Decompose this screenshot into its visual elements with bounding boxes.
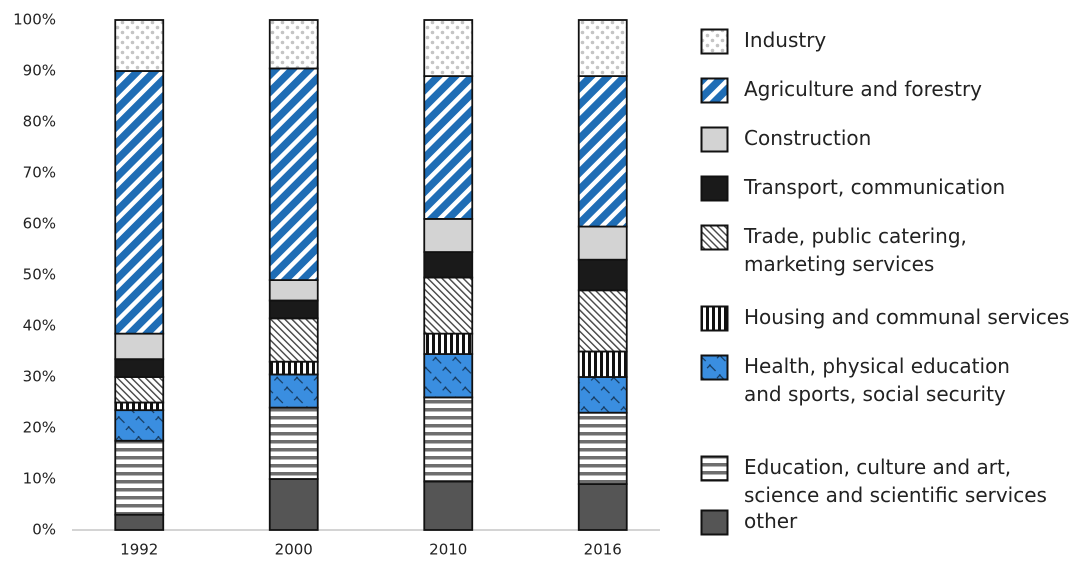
legend-swatch xyxy=(700,126,729,153)
bar-segment xyxy=(268,299,319,320)
bar-segment xyxy=(423,332,474,355)
legend-swatch-box xyxy=(700,305,729,332)
x-tick-label: 2010 xyxy=(429,541,467,559)
bar-segment xyxy=(423,19,474,77)
y-tick-label: 100% xyxy=(13,11,56,29)
bar-segment xyxy=(423,276,474,335)
y-tick-label: 30% xyxy=(23,368,56,386)
legend-label: Education, culture and art, science and … xyxy=(744,455,1047,507)
bar-segment xyxy=(114,358,165,378)
bar-segment xyxy=(268,279,319,302)
bar-segment xyxy=(577,376,628,414)
x-tick-label: 1992 xyxy=(120,541,158,559)
y-tick-label: 80% xyxy=(23,113,56,131)
bar-segment xyxy=(577,258,628,292)
legend-item: Education, culture and art, science and … xyxy=(700,455,1047,509)
legend-item: Construction xyxy=(700,126,871,154)
bar-segment xyxy=(577,483,628,531)
y-tick-label: 60% xyxy=(23,215,56,233)
legend-label: Health, physical education and sports, s… xyxy=(744,354,1010,406)
bar-segment xyxy=(268,19,319,70)
legend-swatch xyxy=(700,509,729,536)
y-tick-label: 70% xyxy=(23,164,56,182)
bar-segment xyxy=(268,373,319,409)
legend-swatch xyxy=(700,354,729,381)
bar-segment xyxy=(114,332,165,361)
legend-swatch xyxy=(700,28,729,55)
legend-swatch xyxy=(700,77,729,104)
bar-segment xyxy=(114,513,165,531)
bar-segment xyxy=(423,480,474,531)
legend-swatch xyxy=(700,455,729,482)
bar-segment xyxy=(577,19,628,77)
legend-swatch-box xyxy=(700,175,729,202)
legend-item: Housing and communal services xyxy=(700,305,1069,333)
bar-segment xyxy=(268,317,319,363)
bar-segment xyxy=(423,75,474,220)
legend-label: Housing and communal services xyxy=(744,305,1070,329)
bar-segment xyxy=(114,439,165,516)
bar-segment xyxy=(114,70,165,335)
bar-segment xyxy=(268,360,319,376)
legend-label: Construction xyxy=(744,126,872,150)
legend-swatch-box xyxy=(700,224,729,251)
legend-swatch-box xyxy=(700,354,729,381)
bar-segment xyxy=(114,19,165,72)
y-tick-label: 40% xyxy=(23,317,56,335)
y-tick-label: 90% xyxy=(23,62,56,80)
bar-segment xyxy=(114,409,165,442)
x-tick-label: 2000 xyxy=(275,541,313,559)
legend-label: Trade, public catering, marketing servic… xyxy=(744,224,967,276)
y-tick-label: 20% xyxy=(23,419,56,437)
legend-label: Industry xyxy=(744,28,827,52)
legend-swatch-box xyxy=(700,28,729,55)
bar-segment xyxy=(268,406,319,480)
legend-label: Agriculture and forestry xyxy=(744,77,983,101)
y-tick-label: 10% xyxy=(23,470,56,488)
bar-segment xyxy=(423,217,474,253)
bar-segment xyxy=(423,251,474,279)
bar-segment xyxy=(114,401,165,412)
legend-swatch-box xyxy=(700,126,729,153)
legend-item: Industry xyxy=(700,28,826,56)
legend-item: Health, physical education and sports, s… xyxy=(700,354,1010,408)
bar-segment xyxy=(423,353,474,399)
bar-segment xyxy=(577,225,628,261)
bar-segment xyxy=(577,411,628,486)
legend-item: other xyxy=(700,509,797,537)
legend-swatch xyxy=(700,224,729,251)
legend-label: other xyxy=(744,509,798,533)
y-tick-label: 50% xyxy=(23,266,56,284)
y-tick-label: 0% xyxy=(32,521,56,539)
bar-segment xyxy=(577,75,628,228)
bar-segment xyxy=(268,478,319,531)
legend-swatch-box xyxy=(700,455,729,482)
bar-segment xyxy=(423,396,474,483)
x-tick-label: 2016 xyxy=(584,541,622,559)
bar-segment xyxy=(577,289,628,353)
bar-segment xyxy=(114,376,165,404)
legend-swatch xyxy=(700,305,729,332)
legend-swatch xyxy=(700,175,729,202)
chart: 0% 10% 20% 30% 40% 50% 60% 70% 80% 90% 100% 1992 200… xyxy=(13,11,660,559)
legend-item: Trade, public catering, marketing servic… xyxy=(700,224,967,278)
bar-segment xyxy=(268,67,319,281)
legend-label: Transport, communication xyxy=(744,175,1006,199)
bar-segment xyxy=(577,350,628,378)
legend-swatch-box xyxy=(700,77,729,104)
legend-item: Agriculture and forestry xyxy=(700,77,982,105)
legend-item: Transport, communication xyxy=(700,175,1005,203)
legend-swatch-box xyxy=(700,509,729,536)
